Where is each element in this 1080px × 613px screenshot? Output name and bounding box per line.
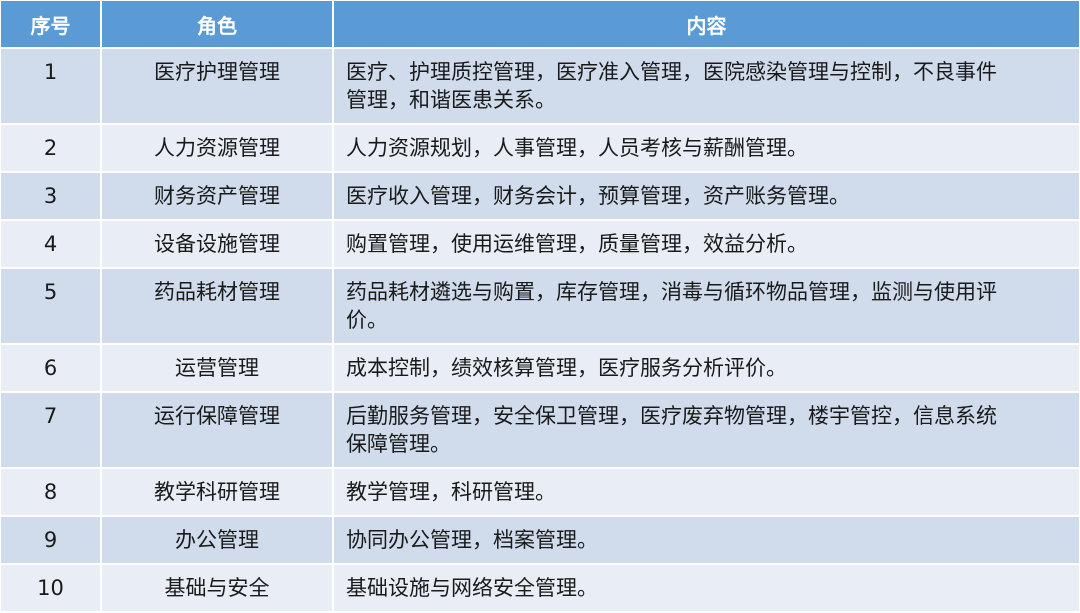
row-role: 基础与安全 <box>102 565 332 611</box>
row-role: 药品耗材管理 <box>102 269 332 343</box>
table-row: 9 办公管理 协同办公管理，档案管理。 <box>1 517 1079 563</box>
row-role: 运营管理 <box>102 345 332 391</box>
row-role: 办公管理 <box>102 517 332 563</box>
row-number: 6 <box>1 345 100 391</box>
table-row: 7 运行保障管理 后勤服务管理，安全保卫管理，医疗废弃物管理，楼宇管控，信息系统保障… <box>1 393 1079 467</box>
table-row: 4 设备设施管理 购置管理，使用运维管理，质量管理，效益分析。 <box>1 221 1079 267</box>
row-content: 购置管理，使用运维管理，质量管理，效益分析。 <box>334 221 1079 267</box>
row-role: 医疗护理管理 <box>102 49 332 123</box>
table-row: 10 基础与安全 基础设施与网络安全管理。 <box>1 565 1079 611</box>
row-number: 3 <box>1 173 100 219</box>
row-number: 7 <box>1 393 100 467</box>
row-content: 人力资源规划，人事管理，人员考核与薪酬管理。 <box>334 125 1079 171</box>
header-role: 角色 <box>102 1 332 47</box>
table-row: 2 人力资源管理 人力资源规划，人事管理，人员考核与薪酬管理。 <box>1 125 1079 171</box>
table-row: 3 财务资产管理 医疗收入管理，财务会计，预算管理，资产账务管理。 <box>1 173 1079 219</box>
header-number: 序号 <box>1 1 100 47</box>
row-number: 9 <box>1 517 100 563</box>
row-content: 教学管理，科研管理。 <box>334 469 1079 515</box>
row-content: 基础设施与网络安全管理。 <box>334 565 1079 611</box>
row-role: 运行保障管理 <box>102 393 332 467</box>
row-number: 2 <box>1 125 100 171</box>
row-role: 教学科研管理 <box>102 469 332 515</box>
header-content: 内容 <box>334 1 1079 47</box>
row-content: 医疗、护理质控管理，医疗准入管理，医院感染管理与控制，不良事件管理，和谐医患关系… <box>334 49 1079 123</box>
row-number: 1 <box>1 49 100 123</box>
table-row: 6 运营管理 成本控制，绩效核算管理，医疗服务分析评价。 <box>1 345 1079 391</box>
table-row: 8 教学科研管理 教学管理，科研管理。 <box>1 469 1079 515</box>
table-row: 1 医疗护理管理 医疗、护理质控管理，医疗准入管理，医院感染管理与控制，不良事件管理… <box>1 49 1079 123</box>
row-content: 协同办公管理，档案管理。 <box>334 517 1079 563</box>
row-number: 4 <box>1 221 100 267</box>
table-row: 5 药品耗材管理 药品耗材遴选与购置，库存管理，消毒与循环物品管理，监测与使用评价。 <box>1 269 1079 343</box>
row-role: 人力资源管理 <box>102 125 332 171</box>
table-header-row: 序号 角色 内容 <box>1 1 1079 47</box>
row-content: 药品耗材遴选与购置，库存管理，消毒与循环物品管理，监测与使用评价。 <box>334 269 1079 343</box>
row-role: 财务资产管理 <box>102 173 332 219</box>
row-content: 后勤服务管理，安全保卫管理，医疗废弃物管理，楼宇管控，信息系统保障管理。 <box>334 393 1079 467</box>
row-number: 8 <box>1 469 100 515</box>
row-content: 成本控制，绩效核算管理，医疗服务分析评价。 <box>334 345 1079 391</box>
row-role: 设备设施管理 <box>102 221 332 267</box>
row-content: 医疗收入管理，财务会计，预算管理，资产账务管理。 <box>334 173 1079 219</box>
row-number: 10 <box>1 565 100 611</box>
row-number: 5 <box>1 269 100 343</box>
